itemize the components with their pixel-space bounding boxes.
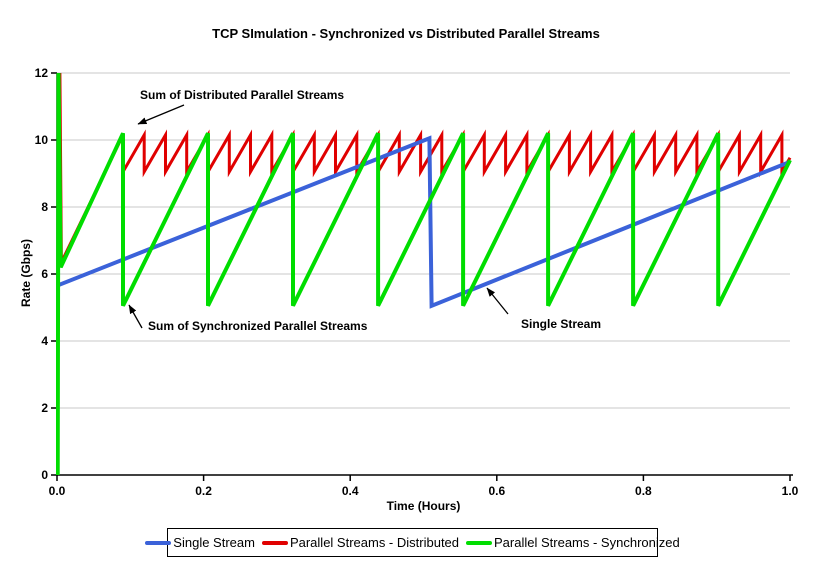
y-tick-label: 12: [35, 66, 49, 80]
legend-item-single-stream: Single Stream: [145, 535, 255, 550]
annotation-synchronized-sum: Sum of Synchronized Parallel Streams: [148, 319, 368, 333]
x-axis-title: Time (Hours): [386, 499, 461, 513]
chart-title: TCP SImulation - Synchronized vs Distrib…: [212, 26, 600, 41]
legend-swatch-parallel-distributed: [261, 540, 288, 545]
legend-item-parallel-distributed: Parallel Streams - Distributed: [261, 535, 460, 550]
x-tick-label: 1.0: [782, 484, 799, 498]
annotation-arrow: [128, 304, 143, 329]
x-tick-label: 0.2: [195, 484, 212, 498]
annotation-single-stream: Single Stream: [521, 317, 602, 331]
x-tick-label: 0.8: [635, 484, 652, 498]
legend-label-parallel-synchronized: Parallel Streams - Synchronized: [494, 535, 680, 550]
y-tick-label: 10: [35, 133, 49, 147]
series-line-single-stream: [56, 135, 791, 309]
annotation-distributed-sum: Sum of Distributed Parallel Streams: [140, 88, 345, 102]
x-tick-label: 0.0: [49, 484, 66, 498]
annotation-arrow: [137, 104, 185, 125]
legend: Single Stream Parallel Streams - Distribu…: [145, 528, 680, 557]
y-tick-label: 0: [41, 468, 48, 482]
legend-label-single-stream: Single Stream: [173, 535, 255, 550]
y-tick-label: 4: [41, 334, 48, 348]
x-tick-label: 0.4: [342, 484, 359, 498]
legend-label-parallel-distributed: Parallel Streams - Distributed: [289, 535, 460, 550]
legend-item-parallel-synchronized: Parallel Streams - Synchronized: [466, 535, 680, 550]
x-tick-label: 0.6: [488, 484, 505, 498]
y-tick-label: 2: [41, 401, 48, 415]
y-tick-label: 6: [41, 267, 48, 281]
legend-swatch-single-stream: [145, 540, 172, 545]
annotation-arrow: [486, 287, 509, 315]
y-tick-label: 8: [41, 200, 48, 214]
series-line-parallel-synchronized: [56, 72, 792, 476]
legend-swatch-parallel-synchronized: [466, 540, 493, 545]
